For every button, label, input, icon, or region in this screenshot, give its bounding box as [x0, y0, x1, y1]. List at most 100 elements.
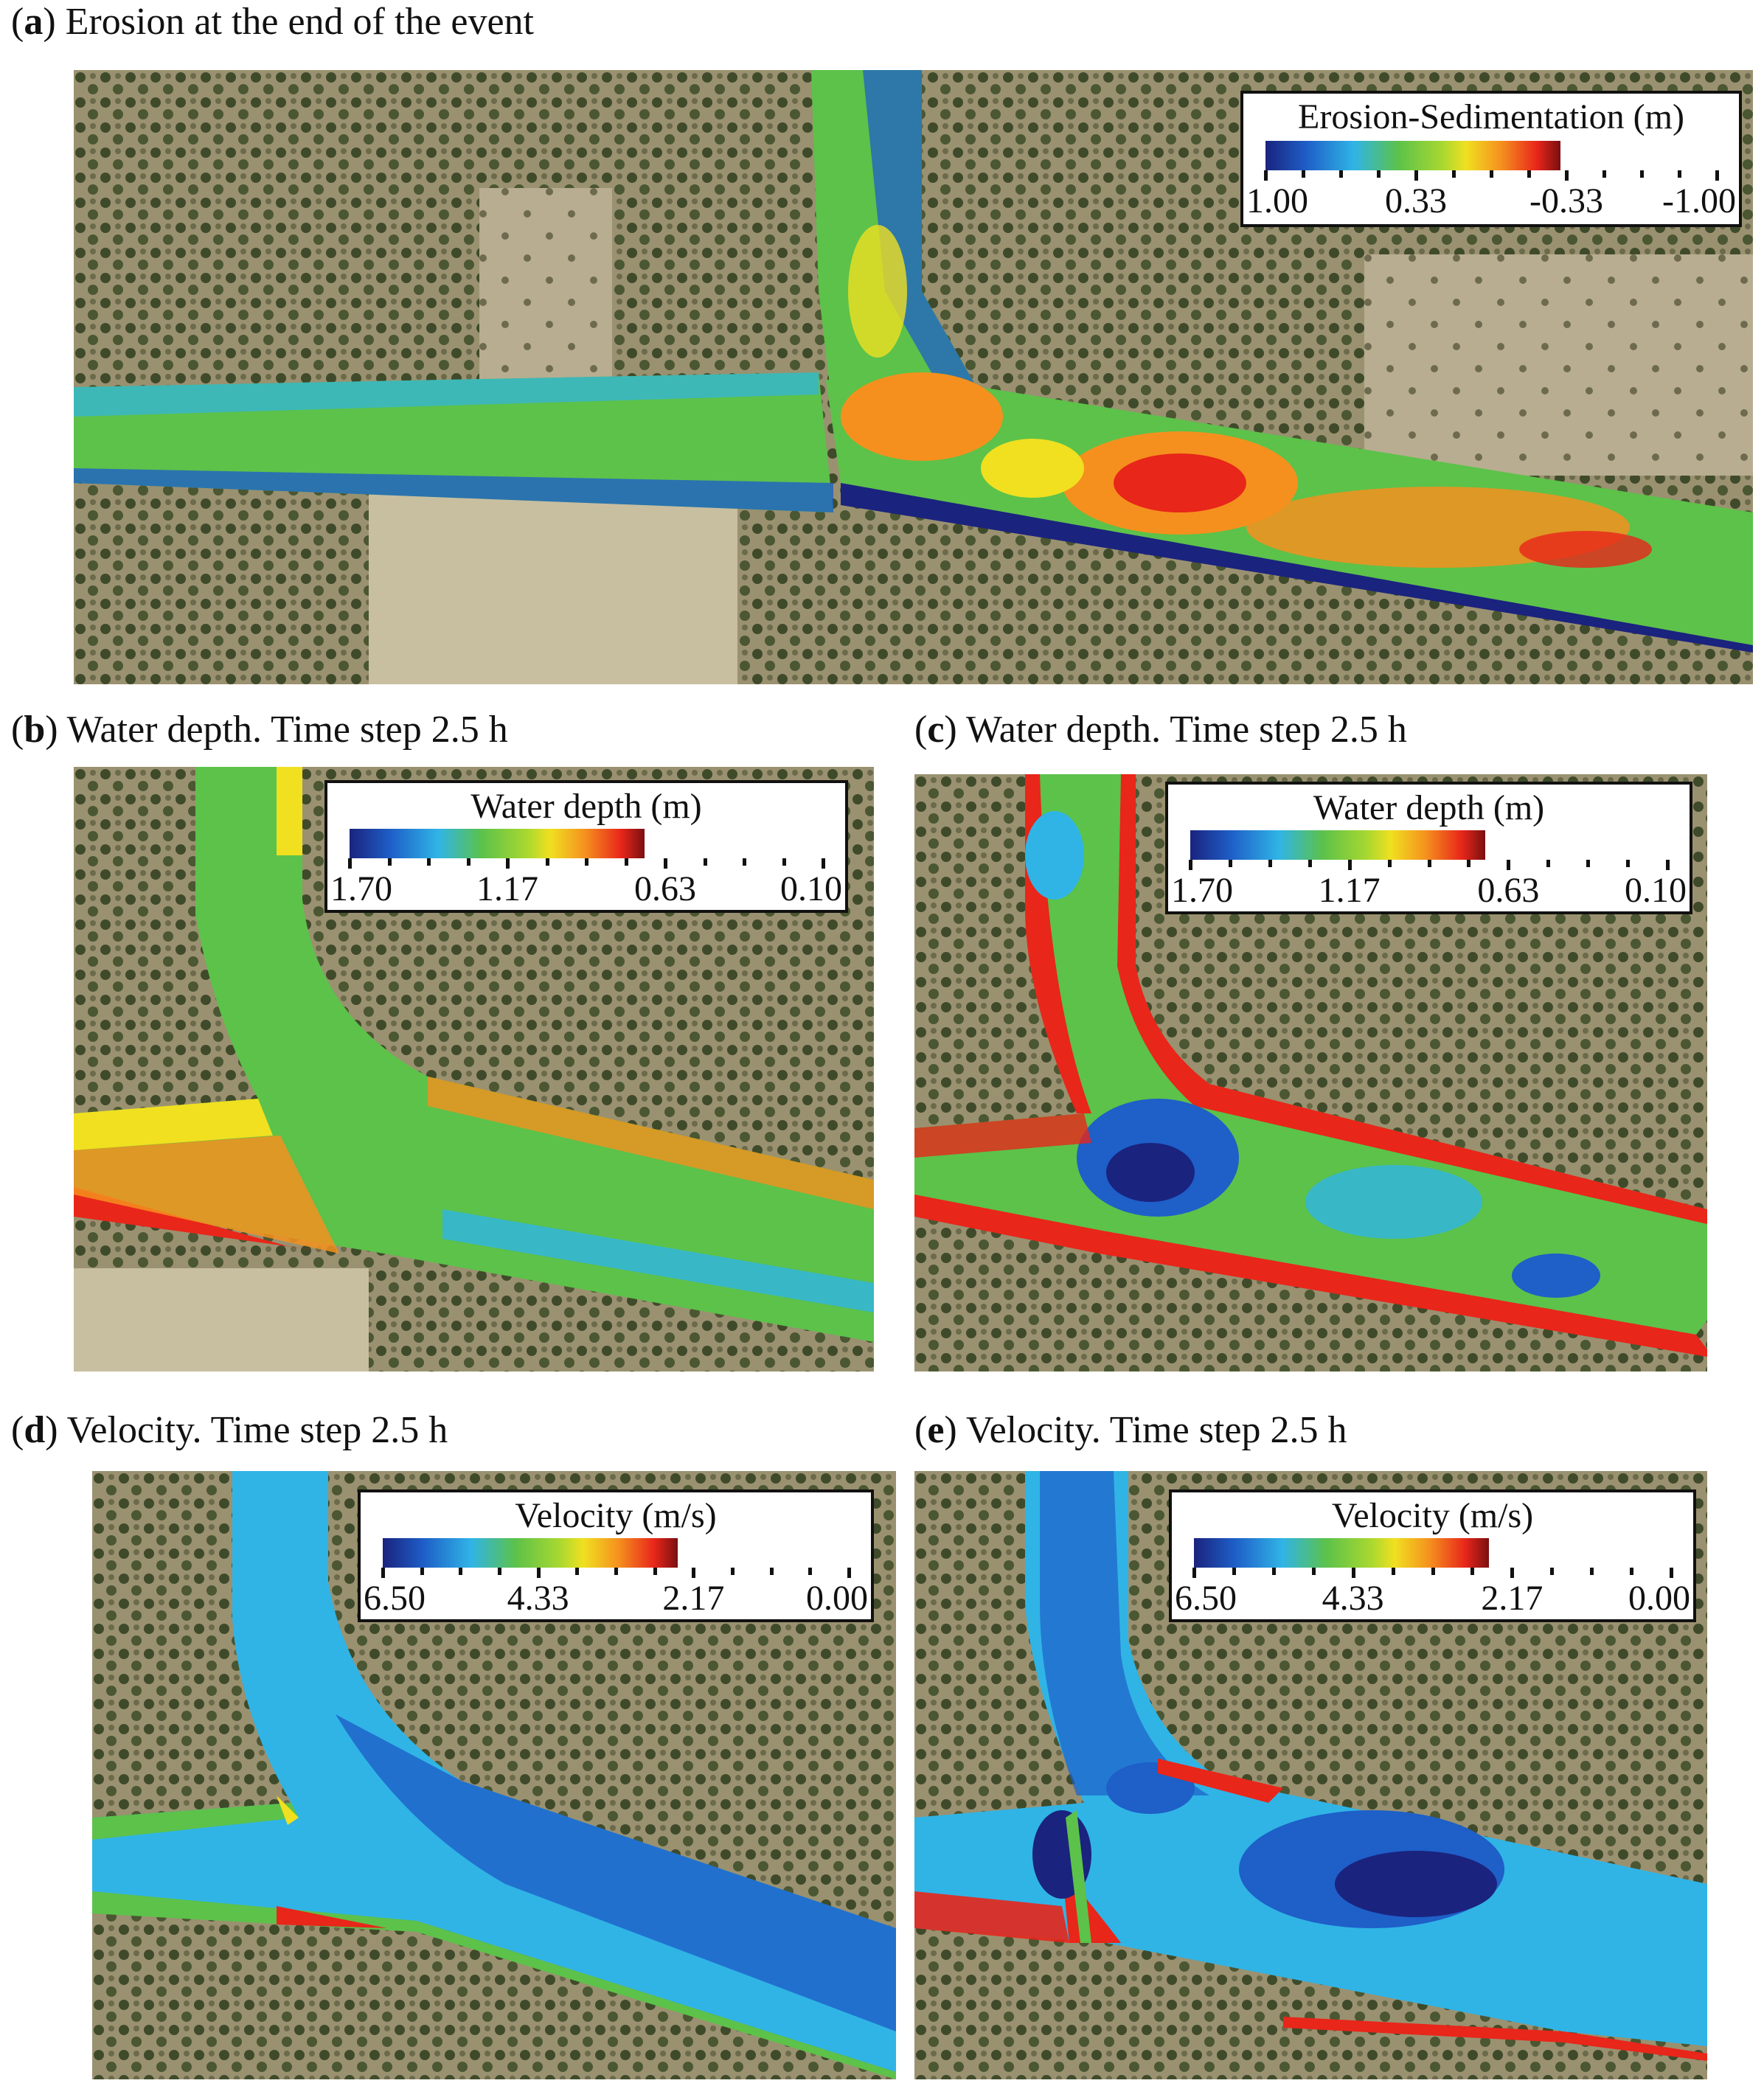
colorbar-tick — [427, 858, 431, 866]
colorbar-tick — [1347, 860, 1352, 870]
panel-a: (a) Erosion at the end of the event — [11, 0, 1753, 686]
panel-c-map: Water depth (m) 1.70 1.17 0.63 0.10 — [914, 774, 1707, 1371]
colorbar-tick — [1391, 1568, 1395, 1575]
colorbar-tick — [624, 858, 628, 866]
panel-d-legend: Velocity (m/s) 6.50 4.33 2.17 0.00 — [358, 1489, 874, 1622]
colorbar-tick — [585, 858, 588, 866]
panel-c: (c) Water depth. Time step 2.5 h Water d… — [914, 708, 1755, 1371]
panel-a-legend: Erosion-Sedimentation (m) 1.00 0.33 -0.3… — [1240, 91, 1742, 227]
panel-b-legend-labels: 1.70 1.17 0.63 0.10 — [327, 870, 845, 908]
panel-e-tick-label: 6.50 — [1175, 1579, 1237, 1618]
panel-d-tick-label: 0.00 — [806, 1579, 868, 1618]
panel-a-tick-label: 1.00 — [1246, 181, 1308, 220]
panel-a-caption: (a) Erosion at the end of the event — [11, 1, 535, 43]
colorbar-tick — [1271, 1568, 1276, 1575]
panel-a-tick-label: 0.33 — [1385, 181, 1447, 220]
colorbar-tick — [1510, 1568, 1515, 1578]
panel-b-tick-label: 1.70 — [330, 869, 392, 908]
panel-c-tick-label: 0.63 — [1477, 871, 1540, 910]
colorbar-tick — [1470, 1568, 1475, 1575]
colorbar-tick — [459, 1568, 463, 1575]
colorbar-tick — [1308, 860, 1312, 867]
panel-d: (d) Velocity. Time step 2.5 h Velocity (… — [11, 1408, 896, 2083]
panel-b-caption: (b) Water depth. Time step 2.5 h — [11, 709, 508, 751]
panel-d-tick-label: 2.17 — [662, 1579, 725, 1618]
colorbar-tick — [769, 1568, 774, 1575]
panel-a-legend-title: Erosion-Sedimentation (m) — [1298, 97, 1684, 136]
panel-d-legend-ticks — [381, 1568, 851, 1578]
panel-b-legend-title: Water depth (m) — [470, 787, 702, 826]
colorbar-tick — [692, 1568, 696, 1578]
colorbar-tick — [822, 858, 825, 869]
panel-a-map: Erosion-Sedimentation (m) 1.00 0.33 -0.3… — [74, 70, 1753, 684]
colorbar-tick — [545, 858, 549, 866]
colorbar-tick — [1264, 170, 1268, 181]
panel-d-legend-labels: 6.50 4.33 2.17 0.00 — [361, 1579, 871, 1618]
colorbar-tick — [1626, 860, 1631, 867]
colorbar-tick — [1507, 860, 1511, 870]
colorbar-tick — [420, 1568, 424, 1575]
colorbar-tick — [664, 858, 667, 869]
panel-b-colorbar — [350, 829, 645, 858]
panel-e-tick-label: 4.33 — [1322, 1579, 1384, 1618]
colorbar-tick — [506, 858, 510, 869]
panel-e-legend: Velocity (m/s) 6.50 4.33 2.17 0.00 — [1169, 1489, 1696, 1622]
colorbar-tick — [1678, 170, 1681, 178]
colorbar-tick — [653, 1568, 657, 1575]
colorbar-tick — [1232, 1568, 1236, 1575]
panel-e-legend-title: Velocity (m/s) — [1331, 1496, 1534, 1535]
panel-e-colorbar — [1194, 1538, 1489, 1568]
colorbar-tick — [1602, 170, 1606, 178]
colorbar-tick — [1302, 170, 1305, 178]
colorbar-tick — [536, 1568, 541, 1578]
panel-c-legend-title: Water depth (m) — [1313, 788, 1545, 827]
colorbar-tick — [1490, 170, 1493, 178]
colorbar-tick — [1527, 170, 1531, 178]
panel-b-legend: Water depth (m) 1.70 1.17 0.63 0.10 — [324, 780, 848, 913]
colorbar-tick — [1630, 1568, 1634, 1575]
panel-d-caption: (d) Velocity. Time step 2.5 h — [11, 1409, 448, 1451]
colorbar-tick — [1640, 170, 1644, 178]
colorbar-tick — [1715, 170, 1719, 181]
colorbar-tick — [731, 1568, 735, 1575]
panel-a-tick-label: -0.33 — [1529, 181, 1603, 220]
colorbar-tick — [1377, 170, 1381, 178]
panel-b: (b) Water depth. Time step 2.5 h Water d… — [11, 708, 874, 1371]
colorbar-tick — [1546, 860, 1551, 867]
panel-e-tick-label: 0.00 — [1628, 1579, 1690, 1618]
colorbar-tick — [1431, 1568, 1435, 1575]
colorbar-tick — [1189, 860, 1192, 870]
panel-e-legend-ticks — [1192, 1568, 1673, 1578]
panel-a-tick-label: -1.00 — [1662, 181, 1736, 220]
panel-e-legend-labels: 6.50 4.33 2.17 0.00 — [1172, 1579, 1693, 1618]
colorbar-tick — [1565, 170, 1569, 181]
colorbar-tick — [743, 858, 746, 866]
panel-d-tick-label: 4.33 — [507, 1579, 569, 1618]
colorbar-tick — [703, 858, 707, 866]
panel-e-caption: (e) Velocity. Time step 2.5 h — [914, 1409, 1347, 1451]
colorbar-tick — [498, 1568, 501, 1575]
panel-c-legend-labels: 1.70 1.17 0.63 0.10 — [1168, 872, 1690, 910]
colorbar-tick — [1192, 1568, 1196, 1578]
colorbar-tick — [1414, 170, 1418, 181]
colorbar-tick — [1311, 1568, 1316, 1575]
panel-e-tick-label: 2.17 — [1481, 1579, 1544, 1618]
colorbar-tick — [1268, 860, 1272, 867]
colorbar-tick — [1351, 1568, 1355, 1578]
colorbar-tick — [1339, 170, 1343, 178]
colorbar-tick — [1467, 860, 1471, 867]
panel-d-map: Velocity (m/s) 6.50 4.33 2.17 0.00 — [92, 1471, 896, 2079]
panel-a-legend-ticks — [1264, 170, 1719, 181]
panel-c-legend-ticks — [1189, 860, 1670, 870]
colorbar-tick — [1452, 170, 1456, 178]
colorbar-tick — [1590, 1568, 1594, 1575]
panel-e-map: Velocity (m/s) 6.50 4.33 2.17 0.00 — [914, 1471, 1707, 2079]
colorbar-tick — [1387, 860, 1392, 867]
panel-e: (e) Velocity. Time step 2.5 h Velocity (… — [914, 1408, 1755, 2083]
colorbar-tick — [782, 858, 786, 866]
colorbar-tick — [381, 1568, 385, 1578]
panel-c-tick-label: 1.17 — [1318, 871, 1381, 910]
colorbar-tick — [1666, 860, 1670, 870]
panel-c-tick-label: 0.10 — [1625, 871, 1687, 910]
panel-b-tick-label: 0.10 — [780, 869, 842, 908]
